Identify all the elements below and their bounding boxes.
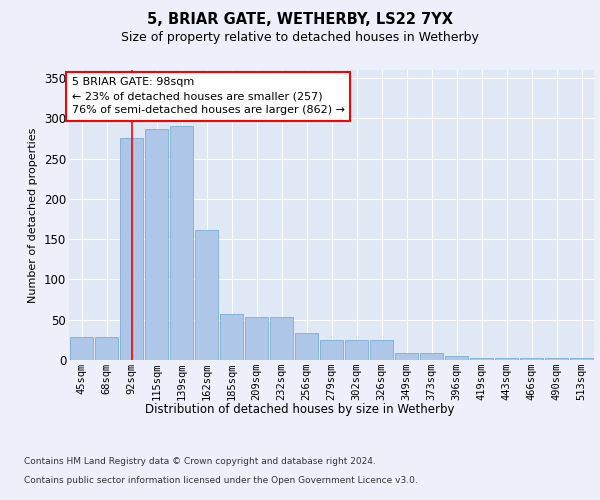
Bar [320, 340, 343, 360]
Bar [295, 332, 319, 360]
Bar [119, 138, 143, 360]
Text: Size of property relative to detached houses in Wetherby: Size of property relative to detached ho… [121, 31, 479, 44]
Bar [419, 353, 443, 360]
Bar [470, 358, 493, 360]
Bar [445, 356, 469, 360]
Text: Contains public sector information licensed under the Open Government Licence v3: Contains public sector information licen… [24, 476, 418, 485]
Bar [269, 316, 293, 360]
Bar [95, 338, 118, 360]
Bar [245, 316, 268, 360]
Y-axis label: Number of detached properties: Number of detached properties [28, 128, 38, 302]
Bar [145, 129, 169, 360]
Text: Contains HM Land Registry data © Crown copyright and database right 2024.: Contains HM Land Registry data © Crown c… [24, 458, 376, 466]
Text: 5 BRIAR GATE: 98sqm
← 23% of detached houses are smaller (257)
76% of semi-detac: 5 BRIAR GATE: 98sqm ← 23% of detached ho… [71, 77, 344, 116]
Bar [70, 338, 94, 360]
Bar [220, 314, 244, 360]
Bar [370, 340, 394, 360]
Bar [170, 126, 193, 360]
Bar [395, 353, 418, 360]
Bar [194, 230, 218, 360]
Bar [344, 340, 368, 360]
Text: 5, BRIAR GATE, WETHERBY, LS22 7YX: 5, BRIAR GATE, WETHERBY, LS22 7YX [147, 12, 453, 28]
Bar [520, 358, 544, 360]
Bar [494, 358, 518, 360]
Text: Distribution of detached houses by size in Wetherby: Distribution of detached houses by size … [145, 402, 455, 415]
Bar [545, 358, 568, 360]
Bar [569, 358, 593, 360]
